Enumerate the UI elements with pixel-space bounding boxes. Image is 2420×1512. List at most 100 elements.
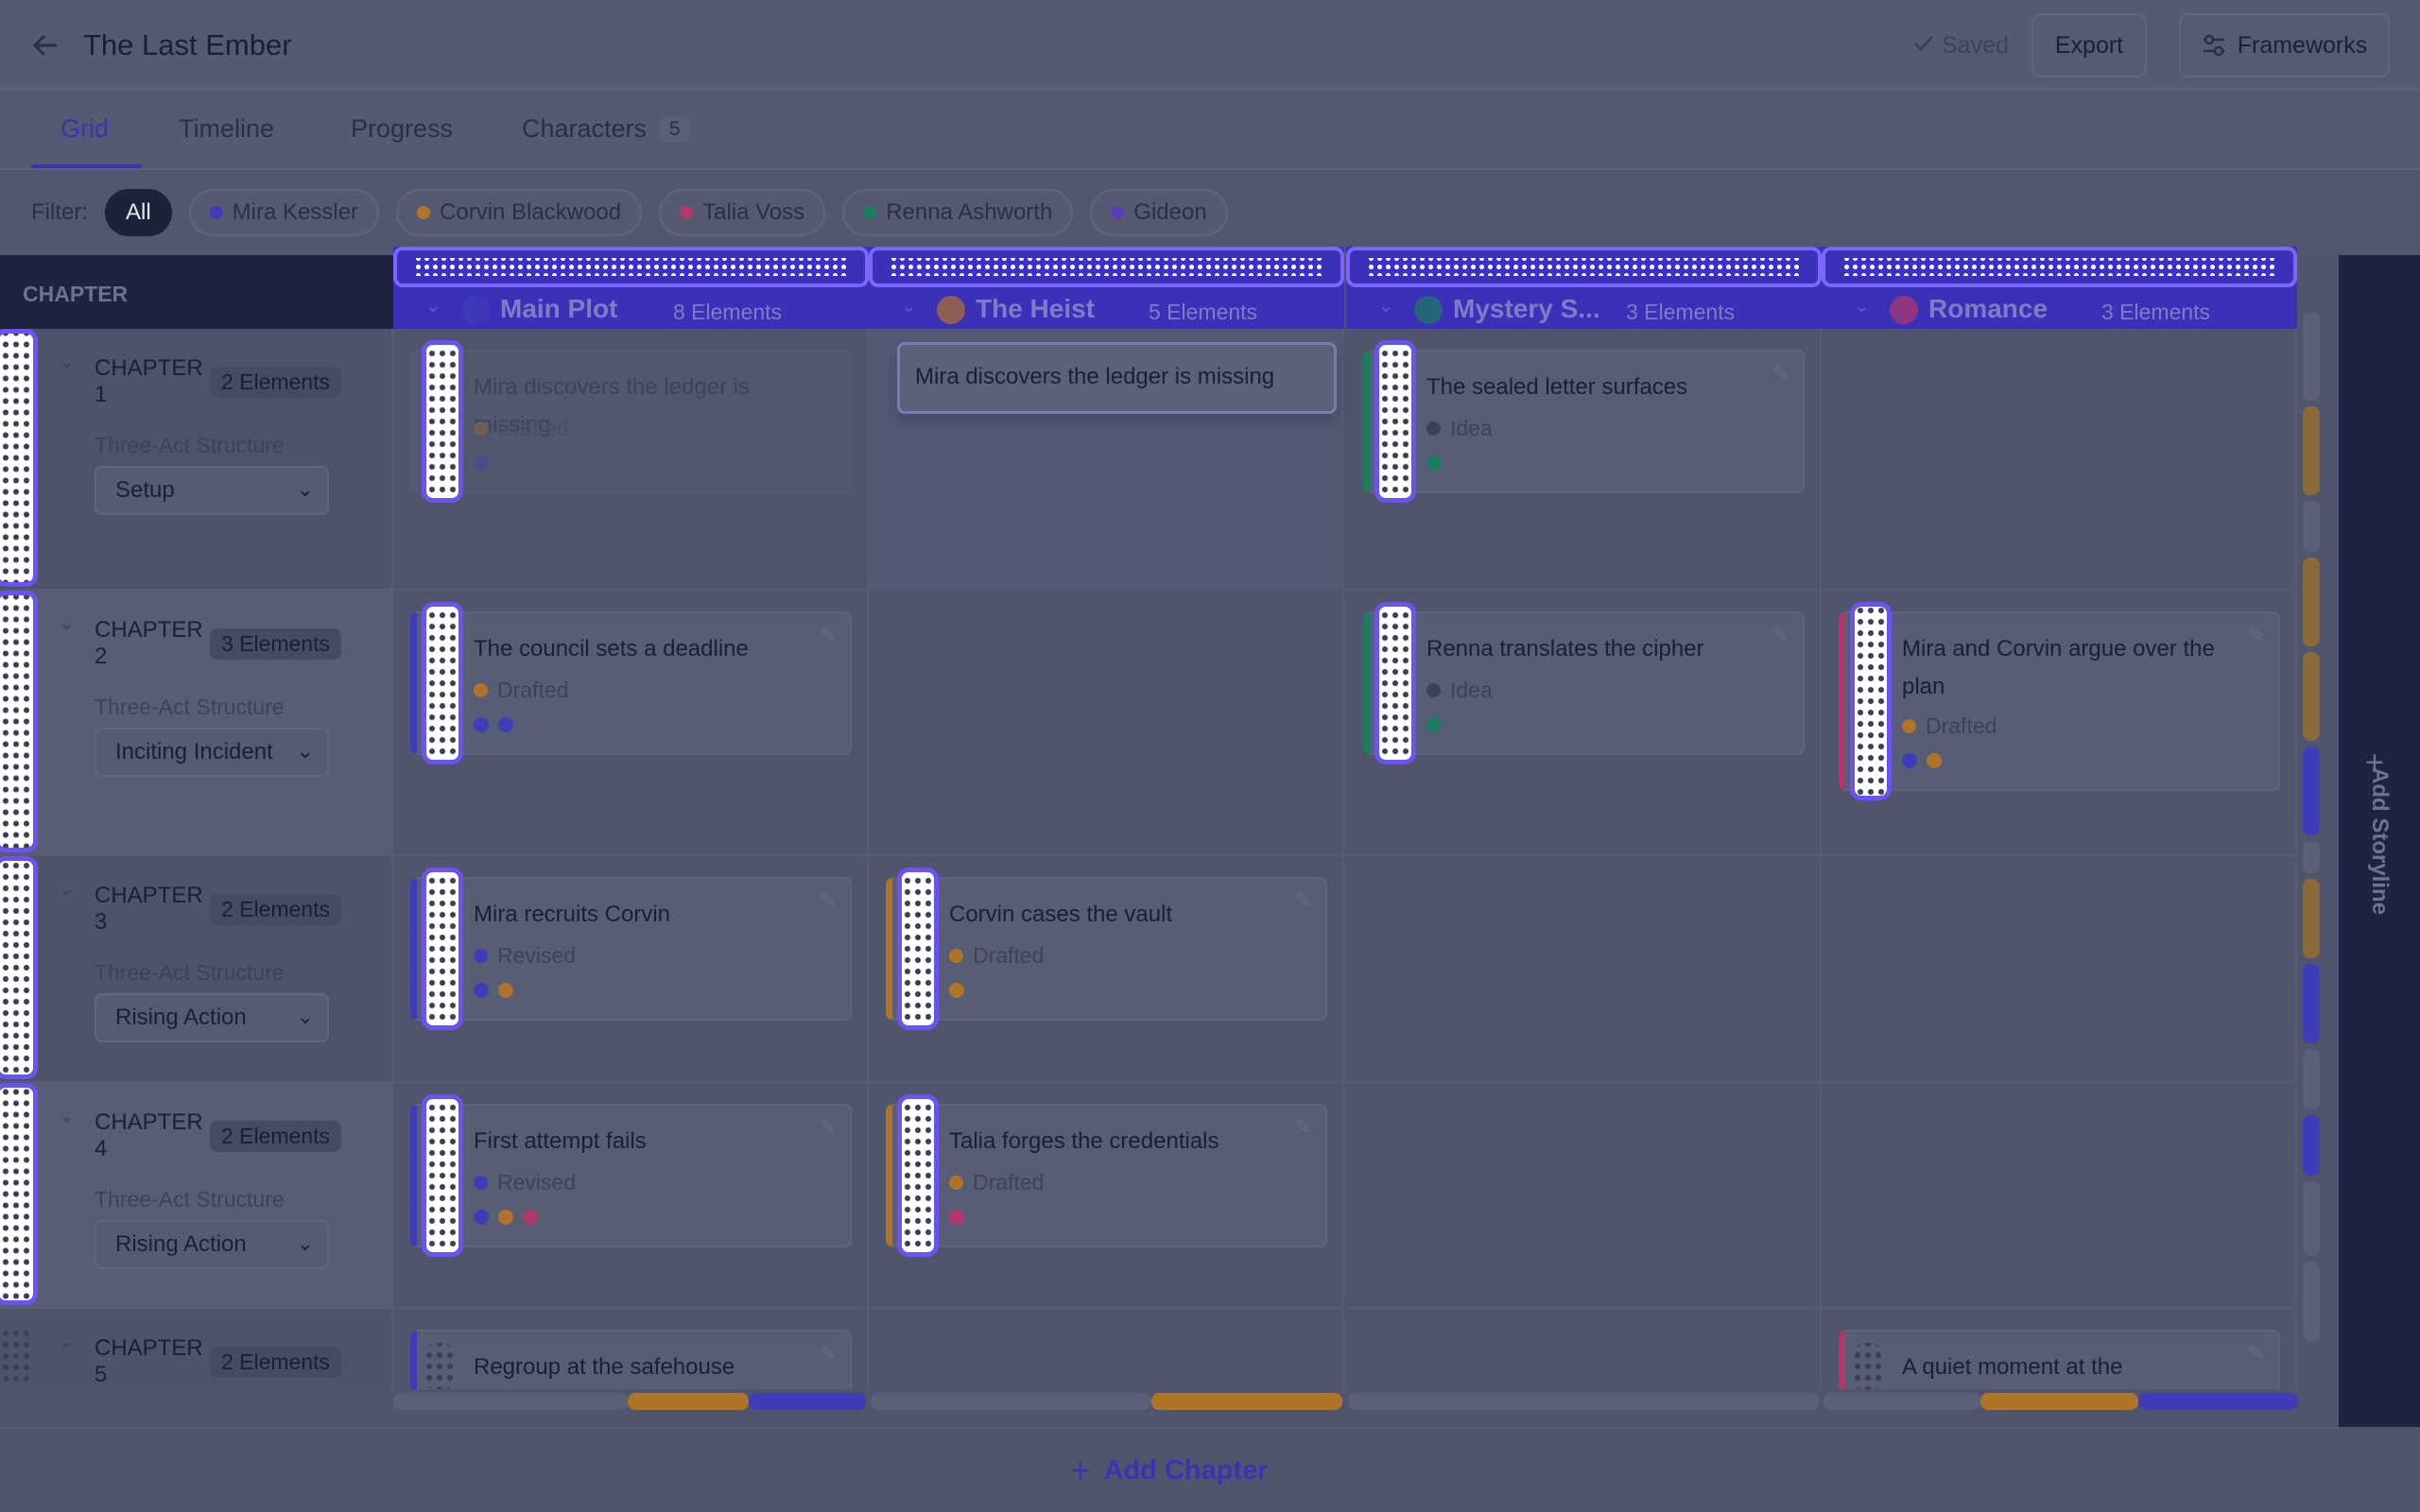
- select-chevron: ⌄: [296, 477, 314, 501]
- character-dot: [1426, 455, 1442, 471]
- story-card[interactable]: Mira discovers the ledger is missing Draf…: [410, 350, 852, 493]
- grid-cell: [1822, 856, 2297, 1083]
- chapter-count: 2 Elements: [210, 1121, 342, 1152]
- filter-chip[interactable]: Renna Ashworth: [842, 189, 1074, 236]
- card-drag-handle[interactable]: [422, 1094, 463, 1257]
- storyline-name: The Heist: [976, 294, 1096, 323]
- card-drag-handle[interactable]: [422, 602, 463, 765]
- character-dots: [1426, 455, 1442, 471]
- add-storyline-panel[interactable]: + Add Storyline: [2339, 255, 2420, 1427]
- beat-select[interactable]: Rising Action ⌄: [95, 1220, 329, 1269]
- tab-label: Progress: [351, 114, 454, 143]
- scroll-segment: [2303, 406, 2320, 495]
- story-card[interactable]: Talia forges the credentials ✎ Drafted: [886, 1104, 1327, 1247]
- story-card[interactable]: Mira and Corvin argue over the plan ✎ Draf…: [1839, 611, 2280, 791]
- edit-icon: ✎: [819, 888, 837, 912]
- storyline-name: Romance: [1928, 294, 2048, 323]
- filter-chip[interactable]: Mira Kessler: [188, 189, 380, 236]
- card-drag-handle[interactable]: [422, 340, 463, 503]
- card-drag-handle[interactable]: [897, 1094, 939, 1257]
- collapse-caret: ⌄: [1854, 296, 1870, 317]
- card-title: The council sets a deadline: [474, 636, 749, 662]
- edit-icon: ✎: [2247, 1341, 2265, 1365]
- row-drag-handle[interactable]: [0, 1083, 38, 1305]
- card-status: Drafted: [474, 678, 568, 703]
- card-drag-handle[interactable]: [897, 868, 939, 1030]
- card-drag-handle[interactable]: [422, 868, 463, 1030]
- filter-chip[interactable]: All: [105, 189, 172, 236]
- horizontal-scrollbar[interactable]: [0, 1393, 2298, 1412]
- vertical-scrollbar[interactable]: [2303, 312, 2324, 1389]
- beat-value: Inciting Incident: [115, 739, 273, 765]
- beat-select[interactable]: Rising Action ⌄: [95, 993, 329, 1042]
- tab[interactable]: Characters 5: [522, 114, 690, 144]
- row-drag-handle[interactable]: [0, 329, 38, 587]
- story-card[interactable]: The sealed letter surfaces ✎ Idea: [1363, 350, 1805, 493]
- edit-icon: ✎: [819, 1115, 837, 1139]
- select-chevron: ⌄: [296, 1231, 314, 1255]
- filter-chip[interactable]: Gideon: [1090, 189, 1228, 236]
- storyline-drag-bar[interactable]: [1346, 247, 1822, 287]
- scroll-segment: [2303, 964, 2320, 1043]
- back-arrow[interactable]: [32, 32, 59, 59]
- storyline-drag-bar[interactable]: [1822, 247, 2297, 287]
- character-dot: [949, 983, 964, 998]
- storyline-dot: [1414, 296, 1443, 324]
- chip-dot: [680, 206, 694, 219]
- add-chapter-button[interactable]: + Add Chapter: [0, 1427, 2339, 1512]
- storyline-drag-bar[interactable]: [869, 247, 1344, 287]
- grid-cell: [1822, 1083, 2297, 1309]
- beat-select[interactable]: Inciting Incident ⌄: [95, 728, 329, 777]
- card-title: Regroup at the safehouse: [474, 1354, 735, 1380]
- row-drag-dots[interactable]: [2, 1328, 30, 1384]
- export-button[interactable]: Export: [2031, 13, 2147, 77]
- chapter-label: CHAPTER 1: [95, 355, 203, 407]
- character-dot: [1426, 717, 1442, 732]
- story-card[interactable]: First attempt fails ✎ Revised: [410, 1104, 852, 1247]
- chapter-label: CHAPTER 2: [95, 617, 203, 669]
- tab[interactable]: Progress: [351, 114, 453, 144]
- character-dot: [1902, 753, 1917, 768]
- frameworks-button[interactable]: Frameworks: [2179, 13, 2390, 77]
- tab[interactable]: Grid: [60, 114, 109, 144]
- scroll-segment: [2138, 1393, 2298, 1410]
- chip-dot: [1111, 206, 1125, 219]
- card-drag-handle[interactable]: [1374, 602, 1416, 765]
- storyline-count: 3 Elements: [1626, 300, 1736, 324]
- row-drag-handle[interactable]: [0, 856, 38, 1079]
- row-drag-handle[interactable]: [0, 591, 38, 852]
- story-card[interactable]: The council sets a deadline ✎ Drafted: [410, 611, 852, 755]
- chip-dot: [209, 206, 223, 219]
- structure-label: Three-Act Structure: [95, 695, 285, 719]
- frameworks-label: Frameworks: [2237, 31, 2368, 59]
- story-card[interactable]: Mira recruits Corvin ✎ Revised: [410, 877, 852, 1021]
- grid-cell: Mira recruits Corvin ✎ Revised: [393, 856, 869, 1083]
- filter-chip[interactable]: Talia Voss: [659, 189, 826, 236]
- story-card[interactable]: A quiet moment at the ✎: [1839, 1330, 2280, 1389]
- scroll-segment: [2303, 652, 2320, 741]
- tab[interactable]: Timeline: [179, 114, 274, 144]
- card-drag-handle[interactable]: [1850, 602, 1892, 800]
- chapter-count: 2 Elements: [210, 894, 342, 925]
- card-drag-dots[interactable]: [1854, 1343, 1882, 1389]
- story-card[interactable]: Regroup at the safehouse ✎: [410, 1330, 852, 1389]
- tab-underline: [31, 164, 142, 168]
- card-status: Idea: [1426, 416, 1493, 441]
- beat-select[interactable]: Setup ⌄: [95, 466, 329, 515]
- scroll-segment: [2303, 312, 2320, 401]
- grid-cell: A quiet moment at the ✎: [1822, 1309, 2297, 1389]
- chapter-label: CHAPTER 3: [95, 883, 203, 935]
- character-dot: [474, 455, 489, 471]
- edit-icon: ✎: [1772, 361, 1789, 385]
- card-title: Mira and Corvin argue over the plan: [1902, 636, 2215, 699]
- grid-cell: [1822, 329, 2297, 591]
- storyline-drag-bar[interactable]: [393, 247, 869, 287]
- character-dots: [949, 1210, 964, 1225]
- card-drag-handle[interactable]: [1374, 340, 1416, 503]
- filter-chip[interactable]: Corvin Blackwood: [396, 189, 643, 236]
- card-drag-dots[interactable]: [425, 1343, 454, 1389]
- story-card[interactable]: Renna translates the cipher ✎ Idea: [1363, 611, 1805, 755]
- story-card[interactable]: Corvin cases the vault ✎ Drafted: [886, 877, 1327, 1021]
